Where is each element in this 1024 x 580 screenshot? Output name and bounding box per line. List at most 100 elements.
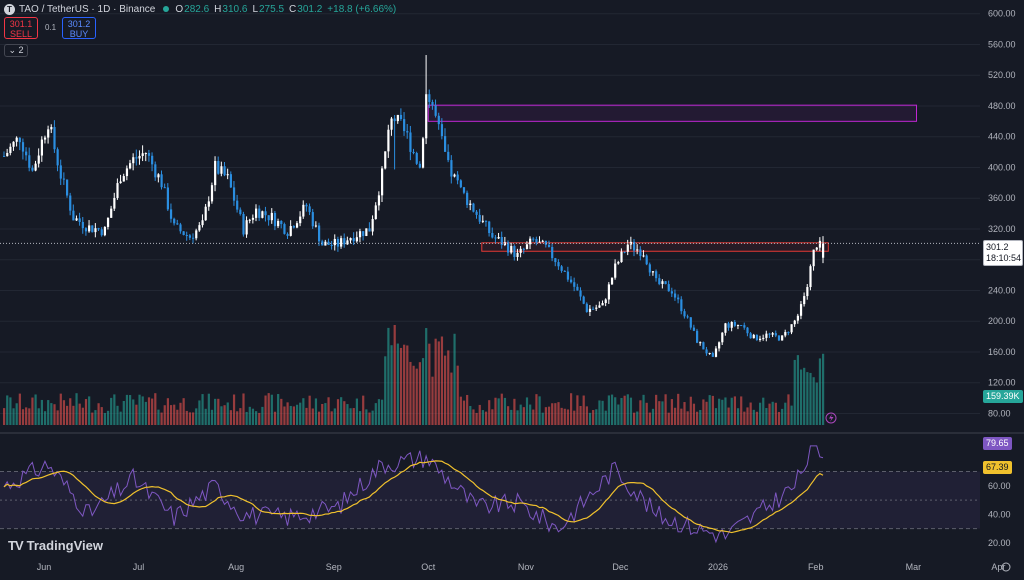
volume-bar <box>623 395 626 425</box>
tradingview-logo[interactable]: TV TradingView <box>8 538 103 553</box>
volume-bar <box>459 396 462 425</box>
candle-body <box>53 127 56 150</box>
candle-body <box>601 303 604 306</box>
sell-button[interactable]: 301.1 SELL <box>4 17 38 39</box>
volume-bar <box>387 327 390 425</box>
candle-body <box>456 174 459 181</box>
candle-body <box>151 155 154 165</box>
volume-bar <box>481 410 484 425</box>
volume-bar <box>702 399 705 425</box>
volume-bar <box>588 412 592 425</box>
candle-body <box>377 195 381 206</box>
price-tick-label: 560.00 <box>988 39 1016 49</box>
volume-bar <box>497 398 500 425</box>
candle-body <box>516 252 519 257</box>
volume-bar <box>447 350 450 425</box>
time-tick-label: Sep <box>326 562 342 572</box>
sell-label: SELL <box>9 29 33 39</box>
volume-bar <box>453 333 456 425</box>
volume-bar <box>532 409 535 425</box>
candle-body <box>207 201 210 207</box>
buy-button[interactable]: 301.2 BUY <box>62 17 96 39</box>
candle-body <box>283 224 286 234</box>
volume-group <box>3 325 825 425</box>
buy-price: 301.2 <box>67 19 91 29</box>
candle-body <box>406 131 409 133</box>
volume-bar <box>349 408 352 425</box>
volume-bar <box>655 394 658 425</box>
candle-body <box>733 321 736 326</box>
volume-bar <box>283 406 286 425</box>
candle-body <box>226 174 229 176</box>
candle-body <box>585 303 588 312</box>
candle-body <box>258 208 261 218</box>
candle-body <box>522 248 525 250</box>
indicators-collapse-button[interactable]: ⌄ 2 <box>4 44 28 57</box>
volume-bar <box>428 343 431 425</box>
candle-body <box>563 270 566 272</box>
volume-bar <box>138 394 141 425</box>
volume-bar <box>368 412 371 425</box>
candle-body <box>6 152 9 157</box>
volume-bar <box>812 377 815 425</box>
candle-body <box>774 333 777 336</box>
candle-body <box>299 216 302 224</box>
candle-body <box>106 217 110 227</box>
volume-bar <box>295 404 299 425</box>
volume-bar <box>570 393 573 425</box>
candle-body <box>176 223 179 225</box>
candle-body <box>166 187 169 210</box>
volume-bar <box>626 394 629 425</box>
candle-body <box>437 115 440 125</box>
candle-body <box>469 203 472 205</box>
volume-badge: 159.39K <box>983 390 1023 403</box>
candle-body <box>428 94 431 102</box>
candle-body <box>677 297 680 300</box>
candle-body <box>415 153 418 164</box>
candle-body <box>472 203 475 212</box>
volume-bar <box>292 406 295 425</box>
time-tick-label: Aug <box>228 562 244 572</box>
volume-bar <box>258 412 261 425</box>
candle-body <box>31 167 34 171</box>
candle-body <box>787 332 790 334</box>
volume-bar <box>566 409 570 425</box>
candle-body <box>330 244 333 246</box>
candle-body <box>135 157 138 159</box>
candle-body <box>163 187 166 189</box>
candles-group <box>3 55 825 358</box>
volume-bar <box>31 397 34 425</box>
volume-bar <box>434 338 437 425</box>
volume-bar <box>607 395 610 425</box>
time-tick-label: Oct <box>421 562 436 572</box>
symbol-title[interactable]: TAO / TetherUS · 1D · Binance <box>19 3 156 15</box>
volume-bar <box>9 397 12 425</box>
volume-bar <box>223 405 226 425</box>
volume-bar <box>226 402 229 425</box>
volume-bar <box>774 402 777 425</box>
volume-bar <box>207 393 210 425</box>
volume-bar <box>62 400 66 425</box>
volume-bar <box>91 412 94 425</box>
time-tick-label: Dec <box>612 562 629 572</box>
candle-body <box>667 284 670 292</box>
sell-price: 301.1 <box>9 19 33 29</box>
candle-body <box>248 219 251 221</box>
volume-bar <box>601 400 604 425</box>
volume-bar <box>173 404 176 425</box>
volume-bar <box>53 404 56 425</box>
candle-body <box>110 208 113 218</box>
volume-bar <box>696 411 699 425</box>
candle-body <box>812 249 815 267</box>
candle-body <box>138 155 141 159</box>
volume-bar <box>513 398 516 425</box>
candle-body <box>488 221 491 234</box>
candle-body <box>740 325 743 327</box>
candle-body <box>40 139 43 156</box>
volume-bar <box>103 412 106 425</box>
volume-bar <box>752 409 755 425</box>
candle-body <box>765 333 768 338</box>
volume-bar <box>516 410 519 425</box>
volume-bar <box>251 408 255 425</box>
